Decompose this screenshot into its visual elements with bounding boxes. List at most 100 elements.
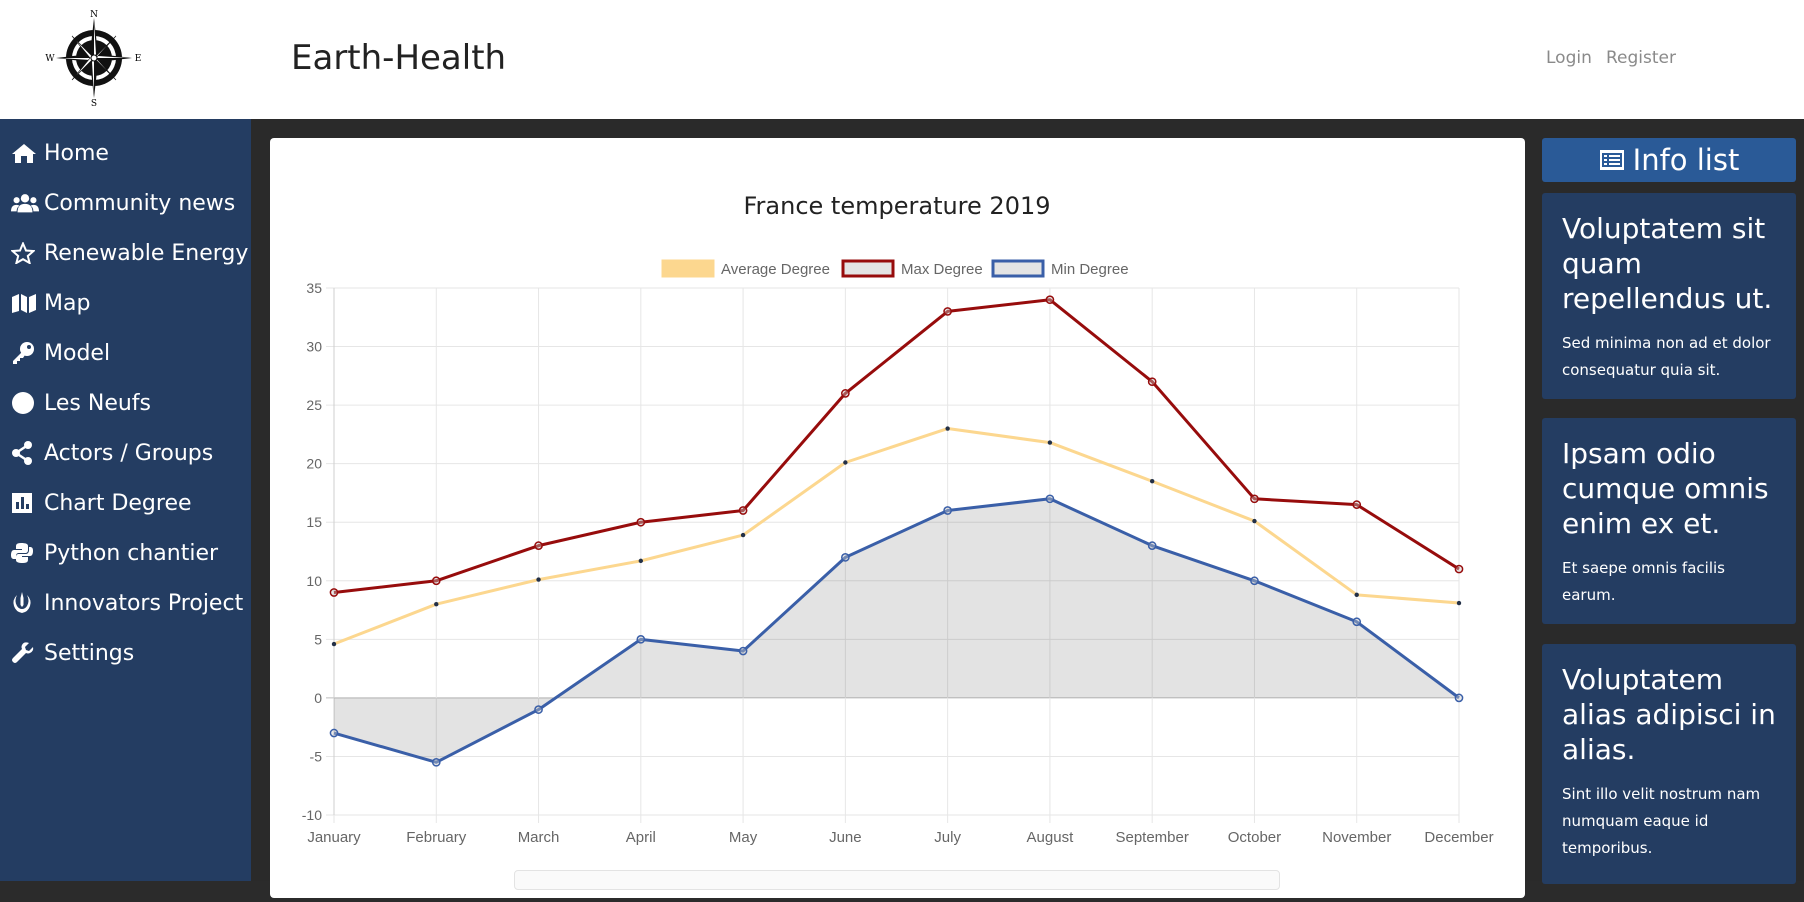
x-tick-label: November	[1322, 829, 1391, 846]
data-point	[534, 705, 543, 714]
share-icon	[11, 441, 39, 465]
chart-series	[329, 295, 1464, 767]
data-point	[431, 576, 441, 586]
sidebar-item-label: Model	[44, 340, 111, 366]
site-title[interactable]: Earth-Health	[291, 38, 507, 78]
y-tick-label: -5	[310, 748, 323, 764]
temperature-chart[interactable]: France temperature 2019 Average Degree Ma…	[270, 138, 1525, 898]
y-tick-label: 15	[306, 514, 322, 530]
data-point	[1352, 617, 1362, 627]
y-tick-label: 0	[314, 690, 322, 706]
sidebar-item-les-neufs[interactable]: Les Neufs	[0, 381, 251, 425]
data-point	[841, 553, 850, 562]
sidebar-item-chart-degree[interactable]: Chart Degree	[0, 481, 251, 525]
x-tick-label: June	[829, 829, 862, 846]
data-point	[841, 389, 850, 398]
chart-grid	[326, 287, 1460, 823]
data-point	[1454, 693, 1464, 703]
key-icon	[11, 341, 39, 365]
top-header: N S E W Earth-Health Login Register	[0, 0, 1804, 119]
data-point	[738, 506, 748, 515]
legend-swatch	[991, 259, 1045, 278]
sidebar-item-innovators-project[interactable]: Innovators Project	[0, 581, 251, 625]
python-icon	[11, 541, 39, 565]
register-link[interactable]: Register	[1606, 48, 1676, 68]
series-fill-min-degree	[334, 498, 1459, 763]
data-point	[329, 588, 339, 597]
info-card[interactable]: Ipsam odio cumque omnis enim ex et. Et s…	[1542, 418, 1796, 624]
users-icon	[11, 191, 39, 215]
data-point	[638, 558, 644, 564]
data-point	[738, 646, 748, 656]
legend-label: Min Degree	[1051, 261, 1129, 278]
sidebar-item-settings[interactable]: Settings	[0, 631, 251, 675]
x-tick-label: February	[406, 829, 467, 846]
info-card[interactable]: Voluptatem sit quam repellendus ut. Sed …	[1542, 193, 1796, 399]
compass-s: S	[91, 99, 97, 108]
list-icon	[1599, 150, 1624, 170]
legend-label: Max Degree	[901, 261, 983, 278]
info-card-title: Ipsam odio cumque omnis enim ex et.	[1562, 437, 1769, 540]
sidebar-item-python-chantier[interactable]: Python chantier	[0, 531, 251, 575]
sidebar-item-label: Renewable Energy	[44, 240, 249, 266]
data-point	[1352, 500, 1362, 510]
series-line-min-degree	[333, 497, 1460, 764]
compass-n: N	[90, 10, 98, 20]
sidebar-item-label: Actors / Groups	[44, 440, 214, 466]
sidebar-item-map[interactable]: Map	[0, 281, 251, 325]
star-icon	[11, 241, 39, 265]
compass-w: W	[45, 54, 55, 64]
data-point	[331, 641, 337, 647]
y-tick-label: 30	[306, 339, 322, 355]
compass-e: E	[135, 54, 142, 64]
sidebar-item-actors-groups[interactable]: Actors / Groups	[0, 431, 251, 475]
info-card[interactable]: Voluptatem alias adipisci in alias. Sint…	[1542, 644, 1796, 884]
data-point	[636, 517, 646, 527]
wrench-icon	[11, 641, 39, 665]
x-tick-label: March	[518, 829, 560, 846]
data-point	[536, 577, 541, 582]
series-line-max-degree	[333, 298, 1460, 594]
circle-icon	[11, 391, 39, 415]
x-tick-label: August	[1027, 829, 1075, 846]
compass-logo[interactable]: N S E W	[42, 8, 146, 108]
data-point	[1354, 592, 1359, 598]
sidebar-item-label: Les Neufs	[44, 390, 152, 416]
sidebar-item-label: Settings	[44, 640, 135, 666]
home-icon	[11, 141, 39, 165]
chart-icon	[11, 491, 39, 515]
sidebar-item-label: Innovators Project	[44, 590, 244, 616]
below-chart-panel	[514, 870, 1280, 890]
sidebar-item-home[interactable]: Home	[0, 131, 251, 175]
sidebar-item-label: Python chantier	[44, 540, 219, 566]
data-point	[1456, 600, 1462, 606]
info-card-body: Et saepe omnis facilis earum.	[1562, 559, 1725, 604]
x-tick-label: July	[934, 829, 961, 846]
legend-label: Average Degree	[721, 261, 830, 278]
sidebar-item-community-news[interactable]: Community news	[0, 181, 251, 225]
x-axis-labels: January February March April May June July Augu…	[307, 829, 1493, 846]
sidebar-item-renewable-energy[interactable]: Renewable Energy	[0, 231, 251, 275]
data-point	[945, 426, 950, 431]
data-point	[329, 728, 339, 738]
login-link[interactable]: Login	[1546, 48, 1592, 68]
x-tick-label: January	[307, 829, 361, 846]
y-tick-label: 35	[306, 280, 322, 296]
info-list-header[interactable]: Info list	[1542, 138, 1796, 182]
x-tick-label: October	[1228, 829, 1281, 846]
data-point	[1252, 518, 1257, 524]
data-point	[1147, 541, 1157, 550]
chart-legend[interactable]: Average Degree Max Degree Min Degree	[661, 259, 1129, 278]
data-point	[1149, 479, 1155, 484]
sidebar-item-label: Chart Degree	[44, 490, 192, 516]
series-line-average-degree	[333, 427, 1460, 646]
data-point	[740, 532, 746, 538]
data-point	[1250, 494, 1259, 504]
y-tick-label: 25	[306, 397, 322, 413]
sidebar: Home Community news Renewable Energy Map…	[0, 119, 251, 881]
legend-swatch	[661, 259, 715, 278]
sidebar-item-label: Home	[44, 140, 109, 166]
info-card-title: Voluptatem alias adipisci in alias.	[1562, 663, 1776, 766]
y-tick-label: 20	[306, 456, 322, 472]
sidebar-item-model[interactable]: Model	[0, 331, 251, 375]
